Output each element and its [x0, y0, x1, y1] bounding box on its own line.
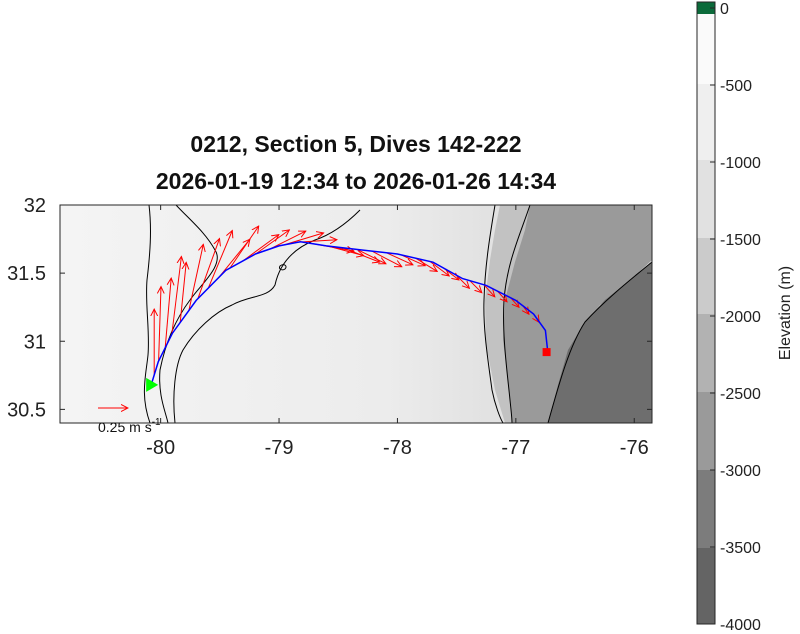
current-vector [188, 244, 203, 311]
current-vector [255, 230, 290, 255]
current-vectors [154, 226, 539, 376]
colorbar-tick-label: -3500 [720, 540, 761, 557]
colorbar-swatch-5 [697, 314, 715, 392]
x-axis: -80 -79 -78 -77 -76 [146, 205, 649, 459]
colorbar-swatch-6 [697, 392, 715, 470]
current-vector [269, 231, 306, 250]
colorbar-swatch-4 [697, 238, 715, 314]
colorbar-tick-label: -1500 [720, 232, 761, 249]
glider-track [150, 241, 549, 386]
colorbar-tick-label: 0 [720, 1, 729, 18]
deep-band [503, 205, 652, 423]
colorbar-swatch-2 [697, 84, 715, 160]
y-tick-label: 32 [24, 195, 46, 217]
colorbar-land-swatch [697, 2, 715, 14]
colorbar-tick-label: -3000 [720, 463, 761, 480]
contour-slope-2000 [503, 205, 531, 423]
colorbar-swatch-7 [697, 470, 715, 548]
contour-shelf-break [173, 209, 361, 423]
current-vector [229, 226, 259, 269]
abyssal-band [548, 262, 652, 423]
current-vector [455, 274, 469, 288]
current-vector [469, 280, 482, 293]
current-vector [386, 252, 413, 265]
current-vector [483, 284, 495, 297]
y-axis: 30.5 31 31.5 32 [7, 195, 652, 421]
current-vector [415, 257, 438, 271]
y-tick-label: 31 [24, 331, 46, 353]
contour-slope-1000 [483, 205, 504, 423]
current-vector [356, 248, 386, 263]
chart-title-line1: 0212, Section 5, Dives 142-222 [190, 131, 521, 157]
colorbar-swatch-8 [697, 548, 715, 624]
x-tick-label: -78 [383, 437, 412, 459]
current-vector [242, 235, 279, 262]
end-marker [542, 348, 551, 357]
start-marker [146, 377, 159, 392]
colorbar-swatch-3 [697, 160, 715, 238]
current-vector [207, 231, 232, 289]
current-vector [179, 262, 186, 323]
colorbar-label: Elevation (m) [777, 266, 794, 360]
x-tick-label: -79 [265, 437, 294, 459]
current-vector [218, 239, 250, 278]
axes-frame [59, 204, 653, 424]
current-vector [298, 240, 337, 242]
colorbar-tick-label: -500 [720, 78, 752, 95]
current-vector [400, 254, 425, 266]
current-vector [342, 247, 379, 262]
colorbar: 0 -500 -1000 -1500 -2000 -2500 -3000 -3500 -4000… [696, 1, 794, 634]
chart-title-line2: 2026-01-19 12:34 to 2026-01-26 14:34 [156, 168, 556, 194]
colorbar-frame [696, 1, 716, 625]
scale-arrow-label: 0.25 m s-1 [98, 417, 161, 435]
colorbar-tick-label: -4000 [720, 617, 761, 634]
colorbar-tick-label: -2000 [720, 309, 761, 326]
x-tick-label: -76 [620, 437, 649, 459]
current-vector [429, 261, 449, 276]
current-vector [497, 290, 507, 302]
current-vector [171, 257, 182, 335]
current-vector [371, 250, 402, 267]
current-vector [283, 233, 324, 246]
x-tick-label: -80 [146, 437, 175, 459]
x-tick-label: -77 [501, 437, 530, 459]
colorbar-tick-label: -2500 [720, 386, 761, 403]
contour-island [279, 264, 287, 271]
contour-inner [159, 205, 218, 423]
y-tick-label: 31.5 [7, 263, 46, 285]
current-vector [164, 278, 171, 348]
contour-slope-3000 [547, 261, 652, 423]
current-vector [159, 287, 161, 362]
contour-coast [143, 205, 151, 423]
map-plot [60, 205, 652, 423]
colorbar-tick-label: -1000 [720, 155, 761, 172]
y-tick-label: 30.5 [7, 399, 46, 421]
colorbar-swatch-1 [697, 14, 715, 84]
current-vector [197, 239, 220, 299]
